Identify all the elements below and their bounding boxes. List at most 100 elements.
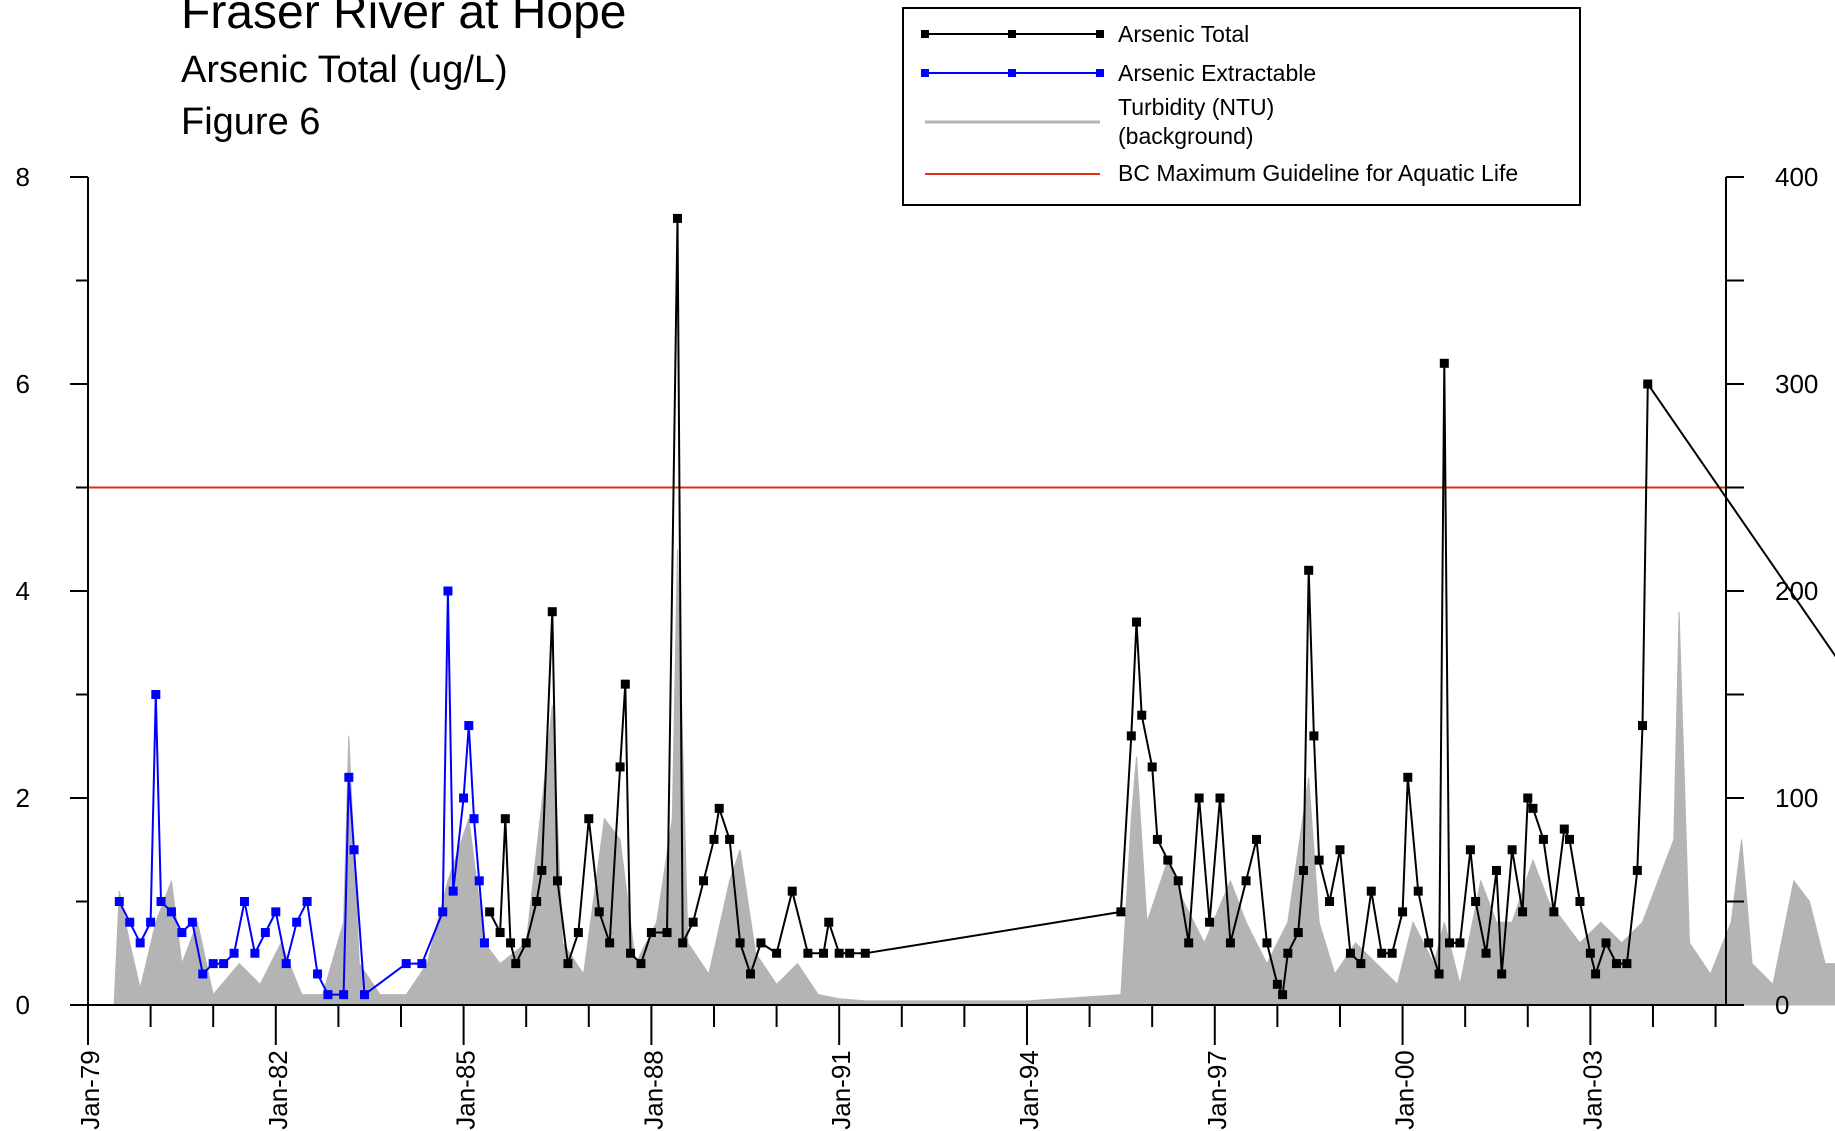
data-point bbox=[479, 938, 489, 948]
data-point bbox=[208, 959, 218, 969]
data-point bbox=[495, 928, 505, 938]
data-point bbox=[1643, 379, 1653, 389]
data-point bbox=[1132, 617, 1142, 627]
data-point bbox=[1455, 938, 1465, 948]
data-point bbox=[260, 928, 270, 938]
data-point bbox=[1116, 907, 1126, 917]
data-point bbox=[1559, 824, 1569, 834]
data-point bbox=[146, 917, 156, 927]
data-point bbox=[1403, 772, 1413, 782]
data-point bbox=[1591, 969, 1601, 979]
legend-label: Arsenic Extractable bbox=[1118, 60, 1316, 86]
data-point bbox=[349, 845, 359, 855]
data-point bbox=[229, 948, 239, 958]
data-point bbox=[1241, 876, 1251, 886]
y-tick-label: 2 bbox=[16, 783, 30, 813]
data-point bbox=[1611, 959, 1621, 969]
data-point bbox=[1398, 907, 1408, 917]
y2-tick-label: 300 bbox=[1775, 369, 1818, 399]
legend-marker bbox=[1008, 69, 1016, 77]
data-point bbox=[1304, 565, 1314, 575]
data-point bbox=[198, 969, 208, 979]
data-point bbox=[735, 938, 745, 948]
data-point bbox=[323, 990, 333, 1000]
data-point bbox=[547, 607, 557, 617]
data-point bbox=[1518, 907, 1528, 917]
data-point bbox=[646, 928, 656, 938]
x-tick-label: Jan-94 bbox=[1014, 1050, 1044, 1130]
data-point bbox=[860, 948, 870, 958]
data-point bbox=[344, 772, 354, 782]
data-point bbox=[1173, 876, 1183, 886]
data-point bbox=[469, 814, 479, 824]
data-point bbox=[1184, 938, 1194, 948]
data-point bbox=[615, 762, 625, 772]
data-point bbox=[746, 969, 756, 979]
x-tick-label: Jan-85 bbox=[451, 1050, 481, 1130]
legend-label: Turbidity (NTU) bbox=[1118, 94, 1274, 120]
data-point bbox=[1283, 948, 1293, 958]
data-point bbox=[1225, 938, 1235, 948]
data-point bbox=[1601, 938, 1611, 948]
data-point bbox=[594, 907, 604, 917]
data-point bbox=[1632, 865, 1642, 875]
data-point bbox=[688, 917, 698, 927]
data-point bbox=[271, 907, 281, 917]
data-point bbox=[1523, 793, 1533, 803]
data-point bbox=[135, 938, 145, 948]
data-point bbox=[636, 959, 646, 969]
data-point bbox=[187, 917, 197, 927]
data-point bbox=[678, 938, 688, 948]
legend-label-line2: (background) bbox=[1118, 123, 1254, 149]
data-point bbox=[1445, 938, 1455, 948]
data-point bbox=[438, 907, 448, 917]
data-point bbox=[709, 834, 719, 844]
data-point bbox=[1335, 845, 1345, 855]
data-point bbox=[114, 897, 124, 906]
data-point bbox=[281, 959, 291, 969]
data-point bbox=[1387, 948, 1397, 958]
data-point bbox=[1622, 959, 1632, 969]
data-point bbox=[1147, 762, 1157, 772]
data-point bbox=[1481, 948, 1491, 958]
turbidity-area bbox=[113, 549, 1835, 1006]
data-point bbox=[672, 213, 682, 223]
data-point bbox=[1424, 938, 1434, 948]
data-point bbox=[339, 990, 349, 1000]
data-point bbox=[824, 917, 834, 927]
legend-marker bbox=[1008, 30, 1016, 38]
data-point bbox=[1491, 865, 1501, 875]
data-point bbox=[177, 928, 187, 938]
x-tick-label: Jan-91 bbox=[826, 1050, 856, 1130]
data-point bbox=[1314, 855, 1324, 865]
legend-box bbox=[902, 7, 1581, 206]
data-point bbox=[313, 969, 323, 979]
data-point bbox=[699, 876, 709, 886]
data-point bbox=[1585, 948, 1595, 958]
x-tick-label: Jan-88 bbox=[638, 1050, 668, 1130]
data-point bbox=[803, 948, 813, 958]
y-tick-label: 8 bbox=[16, 162, 30, 192]
legend-marker bbox=[1096, 30, 1104, 38]
data-point bbox=[443, 586, 453, 596]
data-point bbox=[1293, 928, 1303, 938]
legend-marker bbox=[921, 30, 929, 38]
turbidity-area-path bbox=[113, 549, 1835, 1006]
y2-tick-label: 400 bbox=[1775, 162, 1818, 192]
data-point bbox=[1366, 886, 1376, 896]
x-tick-label: Jan-97 bbox=[1202, 1050, 1232, 1130]
data-point bbox=[500, 814, 510, 824]
legend-label: Arsenic Total bbox=[1118, 21, 1249, 47]
chart-title: Fraser River at Hope bbox=[181, 0, 626, 39]
data-point bbox=[292, 917, 302, 927]
data-point bbox=[563, 959, 573, 969]
data-point bbox=[1215, 793, 1225, 803]
data-point bbox=[1538, 834, 1548, 844]
data-point bbox=[772, 948, 782, 958]
data-point bbox=[448, 886, 458, 896]
data-point bbox=[1413, 886, 1423, 896]
data-point bbox=[1262, 938, 1272, 948]
data-point bbox=[1126, 731, 1136, 741]
data-point bbox=[1497, 969, 1507, 979]
